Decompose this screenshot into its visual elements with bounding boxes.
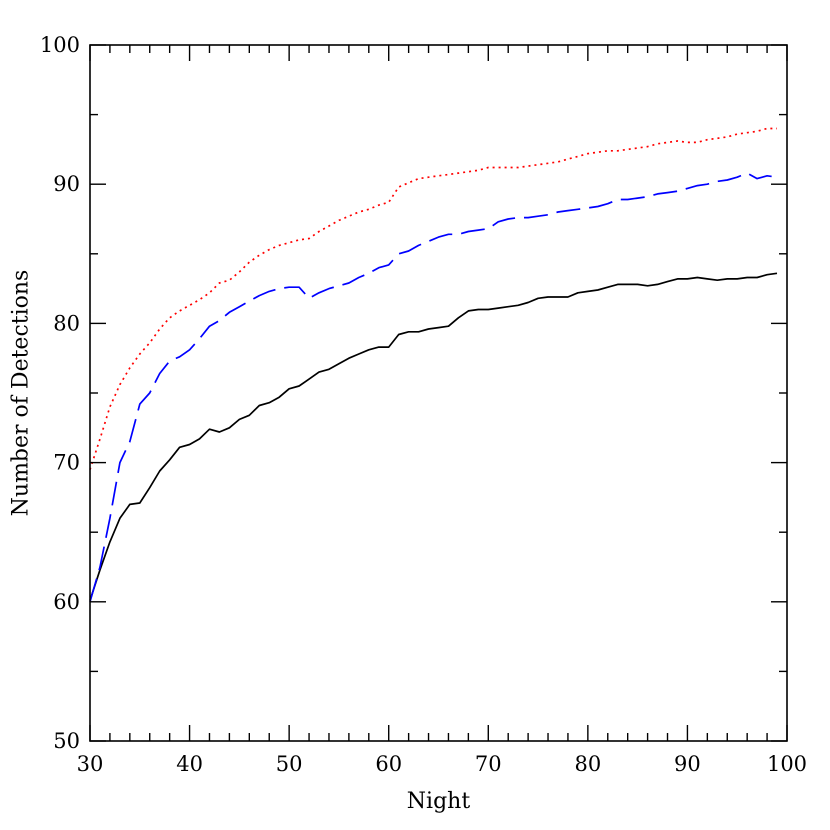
x-tick-label: 60 — [375, 752, 402, 776]
series-line-2 — [89, 172, 778, 603]
y-axis-title: Number of Detections — [9, 270, 34, 517]
x-tick-label: 70 — [475, 752, 502, 776]
ticks-layer — [89, 44, 788, 742]
tick-labels: 30 40 50 60 70 80 90 100 50 60 70 80 90 100 — [40, 33, 807, 776]
series-layer — [89, 127, 778, 603]
y-tick-label: 90 — [53, 172, 80, 196]
series-line-3 — [89, 127, 777, 470]
x-tick-label: 30 — [77, 752, 104, 776]
x-tick-label: 80 — [574, 752, 601, 776]
x-tick-label: 90 — [674, 752, 701, 776]
y-tick-label: 60 — [53, 590, 80, 614]
x-tick-label: 100 — [767, 752, 807, 776]
x-tick-label: 50 — [276, 752, 303, 776]
x-tick-label: 40 — [176, 752, 203, 776]
y-tick-label: 100 — [40, 33, 80, 57]
y-tick-label: 80 — [53, 311, 80, 335]
series-line-1 — [89, 272, 778, 601]
x-axis-title: Night — [407, 789, 471, 814]
plot-frame — [89, 44, 788, 742]
y-tick-label: 70 — [53, 451, 80, 475]
y-tick-label: 50 — [53, 729, 80, 753]
